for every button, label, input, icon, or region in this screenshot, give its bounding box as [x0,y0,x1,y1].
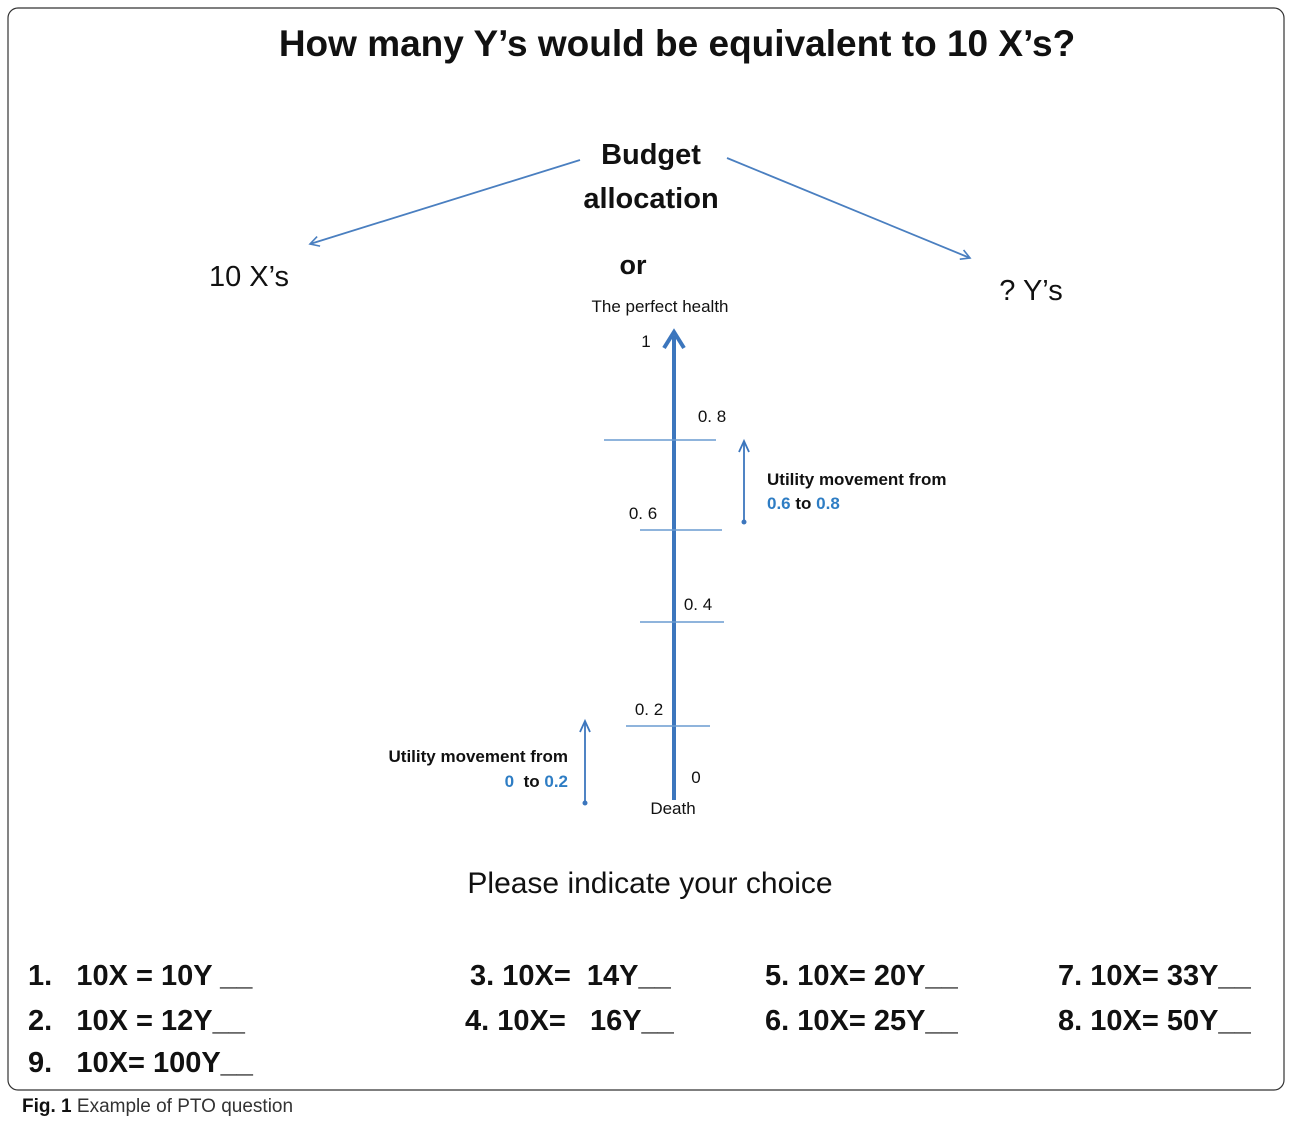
or-label: or [620,250,647,280]
choice: 3. 10X= 14Y__ [470,960,672,992]
choice: 2. 10X = 12Y__ [28,1005,246,1037]
left-option: 10 X’s [209,261,289,293]
scale-arrowhead [662,328,686,350]
title: How many Y’s would be equivalent to 10 X… [279,23,1075,64]
annotation-text: Utility movement from [389,747,568,766]
annotation-from: 0 [505,772,514,791]
budget-label: Budget [601,139,701,171]
scale-bottom-label: Death [650,799,695,818]
movement-arrowhead [738,438,750,453]
scale-top-label: The perfect health [591,297,728,316]
choice: 8. 10X= 50Y__ [1058,1005,1252,1037]
choice: 6. 10X= 25Y__ [765,1005,959,1037]
prompt: Please indicate your choice [467,867,832,900]
annotation-to: to [524,772,540,791]
choice: 1. 10X = 10Y __ [28,960,253,992]
scale-tick-label: 0. 4 [684,595,712,614]
choice: 7. 10X= 33Y__ [1058,960,1252,992]
annotation-to: to [795,494,811,513]
annotation-range: 0 to 0.2 [505,772,568,791]
caption: Fig. 1 Example of PTO question [22,1096,293,1117]
choices: 1. 10X = 10Y __ 2. 10X = 12Y__ 9. 10X= 100… [28,960,1252,1079]
right-option: ? Y’s [999,275,1062,307]
arrow [726,157,972,260]
frame [7,7,1285,1091]
scale-tick-label: 1 [641,332,650,351]
annotation-end: 0.2 [544,772,568,791]
scale-tick-label: 0. 8 [698,407,726,426]
movement-origin [741,519,747,525]
scale-tick-label: 0 [691,768,700,787]
annotation-text: Utility movement from [767,470,946,489]
scale-tick-label: 0. 2 [635,700,663,719]
annotation-end: 0.8 [816,494,840,513]
caption-text: Example of PTO question [77,1096,293,1117]
movement-arrowhead [579,718,591,733]
choice: 9. 10X= 100Y__ [28,1047,254,1079]
arrow [308,159,581,247]
caption-label: Fig. 1 [22,1096,72,1117]
annotation-from: 0.6 [767,494,791,513]
budget-label: allocation [583,183,718,215]
annotation-range: 0.6 to 0.8 [767,494,840,513]
choice: 5. 10X= 20Y__ [765,960,959,992]
choice: 4. 10X= 16Y__ [465,1005,675,1037]
scale-tick-label: 0. 6 [629,504,657,523]
movement-origin [582,800,588,806]
